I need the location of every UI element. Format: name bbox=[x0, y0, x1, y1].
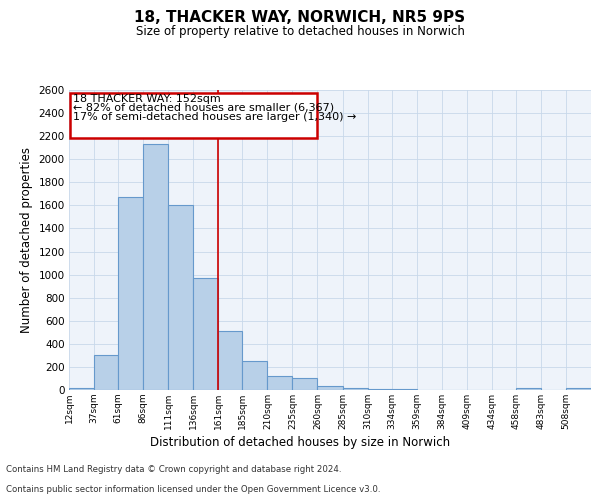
Y-axis label: Number of detached properties: Number of detached properties bbox=[20, 147, 33, 333]
Bar bbox=[70, 93, 317, 138]
Text: 17% of semi-detached houses are larger (1,340) →: 17% of semi-detached houses are larger (… bbox=[73, 112, 356, 122]
Bar bbox=[566, 388, 591, 390]
Text: Size of property relative to detached houses in Norwich: Size of property relative to detached ho… bbox=[136, 24, 464, 38]
Bar bbox=[69, 388, 94, 390]
Bar bbox=[242, 360, 268, 390]
Text: Contains public sector information licensed under the Open Government Licence v3: Contains public sector information licen… bbox=[6, 484, 380, 494]
Bar bbox=[343, 388, 368, 390]
Bar bbox=[292, 378, 317, 390]
Text: Distribution of detached houses by size in Norwich: Distribution of detached houses by size … bbox=[150, 436, 450, 449]
Text: 18, THACKER WAY, NORWICH, NR5 9PS: 18, THACKER WAY, NORWICH, NR5 9PS bbox=[134, 10, 466, 25]
Bar bbox=[168, 206, 193, 390]
Text: 18 THACKER WAY: 152sqm: 18 THACKER WAY: 152sqm bbox=[73, 94, 221, 104]
Bar bbox=[193, 278, 218, 390]
Text: Contains HM Land Registry data © Crown copyright and database right 2024.: Contains HM Land Registry data © Crown c… bbox=[6, 464, 341, 473]
Bar bbox=[143, 144, 168, 390]
Bar bbox=[317, 386, 343, 390]
Bar bbox=[368, 389, 392, 390]
Text: ← 82% of detached houses are smaller (6,367): ← 82% of detached houses are smaller (6,… bbox=[73, 102, 334, 113]
Bar bbox=[516, 388, 541, 390]
Bar bbox=[94, 356, 118, 390]
Bar bbox=[118, 198, 143, 390]
Bar bbox=[218, 331, 242, 390]
Bar bbox=[268, 376, 292, 390]
